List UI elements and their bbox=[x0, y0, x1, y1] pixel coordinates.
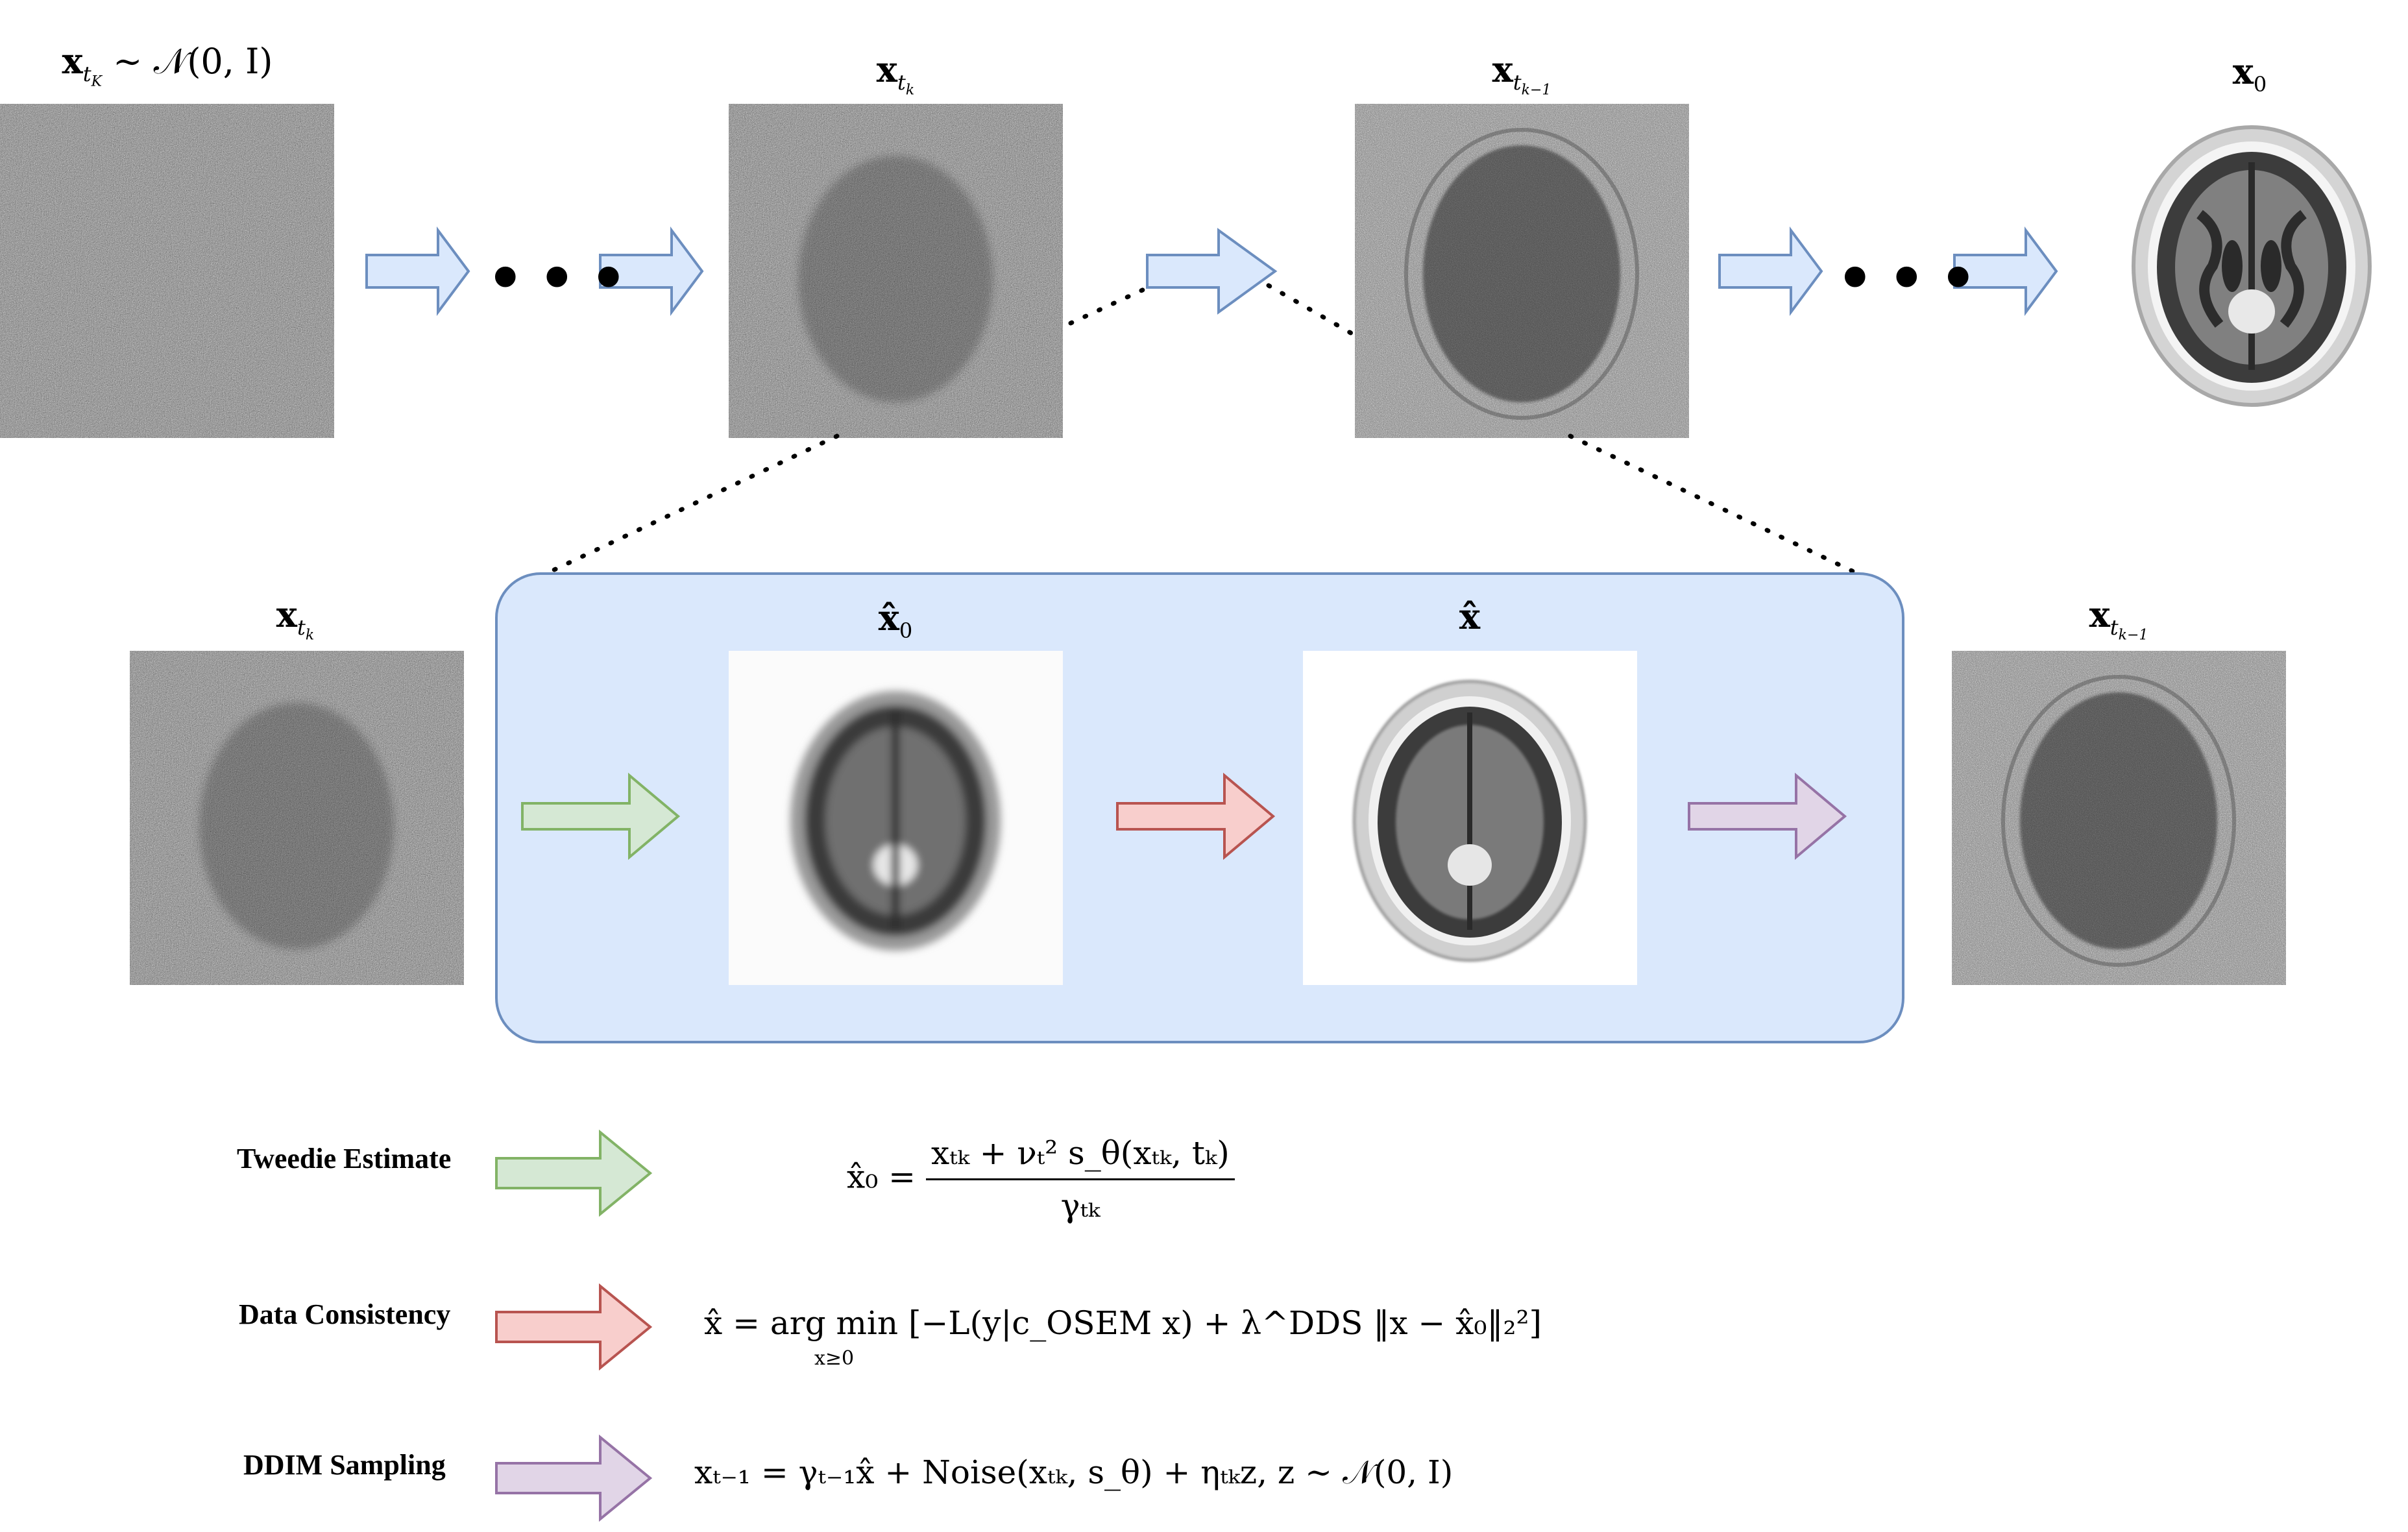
pure-noise-image bbox=[0, 104, 334, 438]
ellipsis-left: ••• bbox=[487, 245, 642, 313]
label-xtk1-inset: xtk−1 bbox=[2089, 594, 2148, 644]
green-arrow-inset bbox=[521, 772, 681, 860]
formula-tweedie: x̂₀ = xₜₖ + νₜ² s_θ(xₜₖ, tₖ) γₜₖ bbox=[847, 1134, 1235, 1224]
data-consistency-image bbox=[1303, 651, 1637, 985]
blue-arrow-1 bbox=[365, 226, 470, 317]
noisy-brain-xtk-inset bbox=[130, 651, 464, 985]
formula-data-consistency: x̂ = arg min [−L(y|c_OSEM x) + λ^DDS ‖x … bbox=[704, 1304, 1542, 1370]
label-x0hat: x̂0 bbox=[878, 597, 913, 643]
label-xhat: x̂ bbox=[1459, 596, 1481, 637]
noisy-brain-xtk1-top bbox=[1355, 104, 1689, 438]
blue-arrow-2 bbox=[599, 226, 704, 317]
ellipsis-right: ••• bbox=[1836, 245, 1991, 313]
label-xtk1-top: xtk−1 bbox=[1492, 49, 1551, 99]
tweedie-estimate-image bbox=[729, 651, 1063, 985]
clean-brain-x0 bbox=[2128, 123, 2375, 409]
blue-arrow-5 bbox=[1953, 226, 2058, 317]
noisy-brain-xtk1-inset bbox=[1952, 651, 2286, 985]
purple-arrow-inset bbox=[1688, 772, 1847, 860]
red-arrow-inset bbox=[1116, 772, 1276, 860]
legend-label-tweedie: Tweedie Estimate bbox=[237, 1143, 452, 1174]
label-xtk-top: xtk bbox=[876, 49, 915, 99]
blue-arrow-3 bbox=[1146, 228, 1278, 315]
formula-data-consistency-subscript: x≥0 bbox=[814, 1347, 855, 1370]
label-noise-input: xtK ∼ 𝒩(0, I) bbox=[62, 40, 273, 90]
label-x0-top: x0 bbox=[2232, 51, 2267, 97]
label-xtk-inset: xtk bbox=[276, 594, 315, 644]
purple-arrow-legend bbox=[495, 1434, 653, 1522]
dotted-connectors bbox=[549, 283, 1862, 577]
formula-ddim: xₜ₋₁ = γₜ₋₁x̂ + Noise(xₜₖ, s_θ) + ηₜₖz, … bbox=[694, 1453, 1453, 1491]
blue-arrow-4 bbox=[1718, 226, 1823, 317]
legend-label-ddim: DDIM Sampling bbox=[243, 1449, 446, 1481]
noisy-brain-xtk-top bbox=[729, 104, 1063, 438]
legend-label-data-consistency: Data Consistency bbox=[239, 1298, 451, 1330]
green-arrow-legend bbox=[495, 1129, 653, 1217]
red-arrow-legend bbox=[495, 1283, 653, 1371]
